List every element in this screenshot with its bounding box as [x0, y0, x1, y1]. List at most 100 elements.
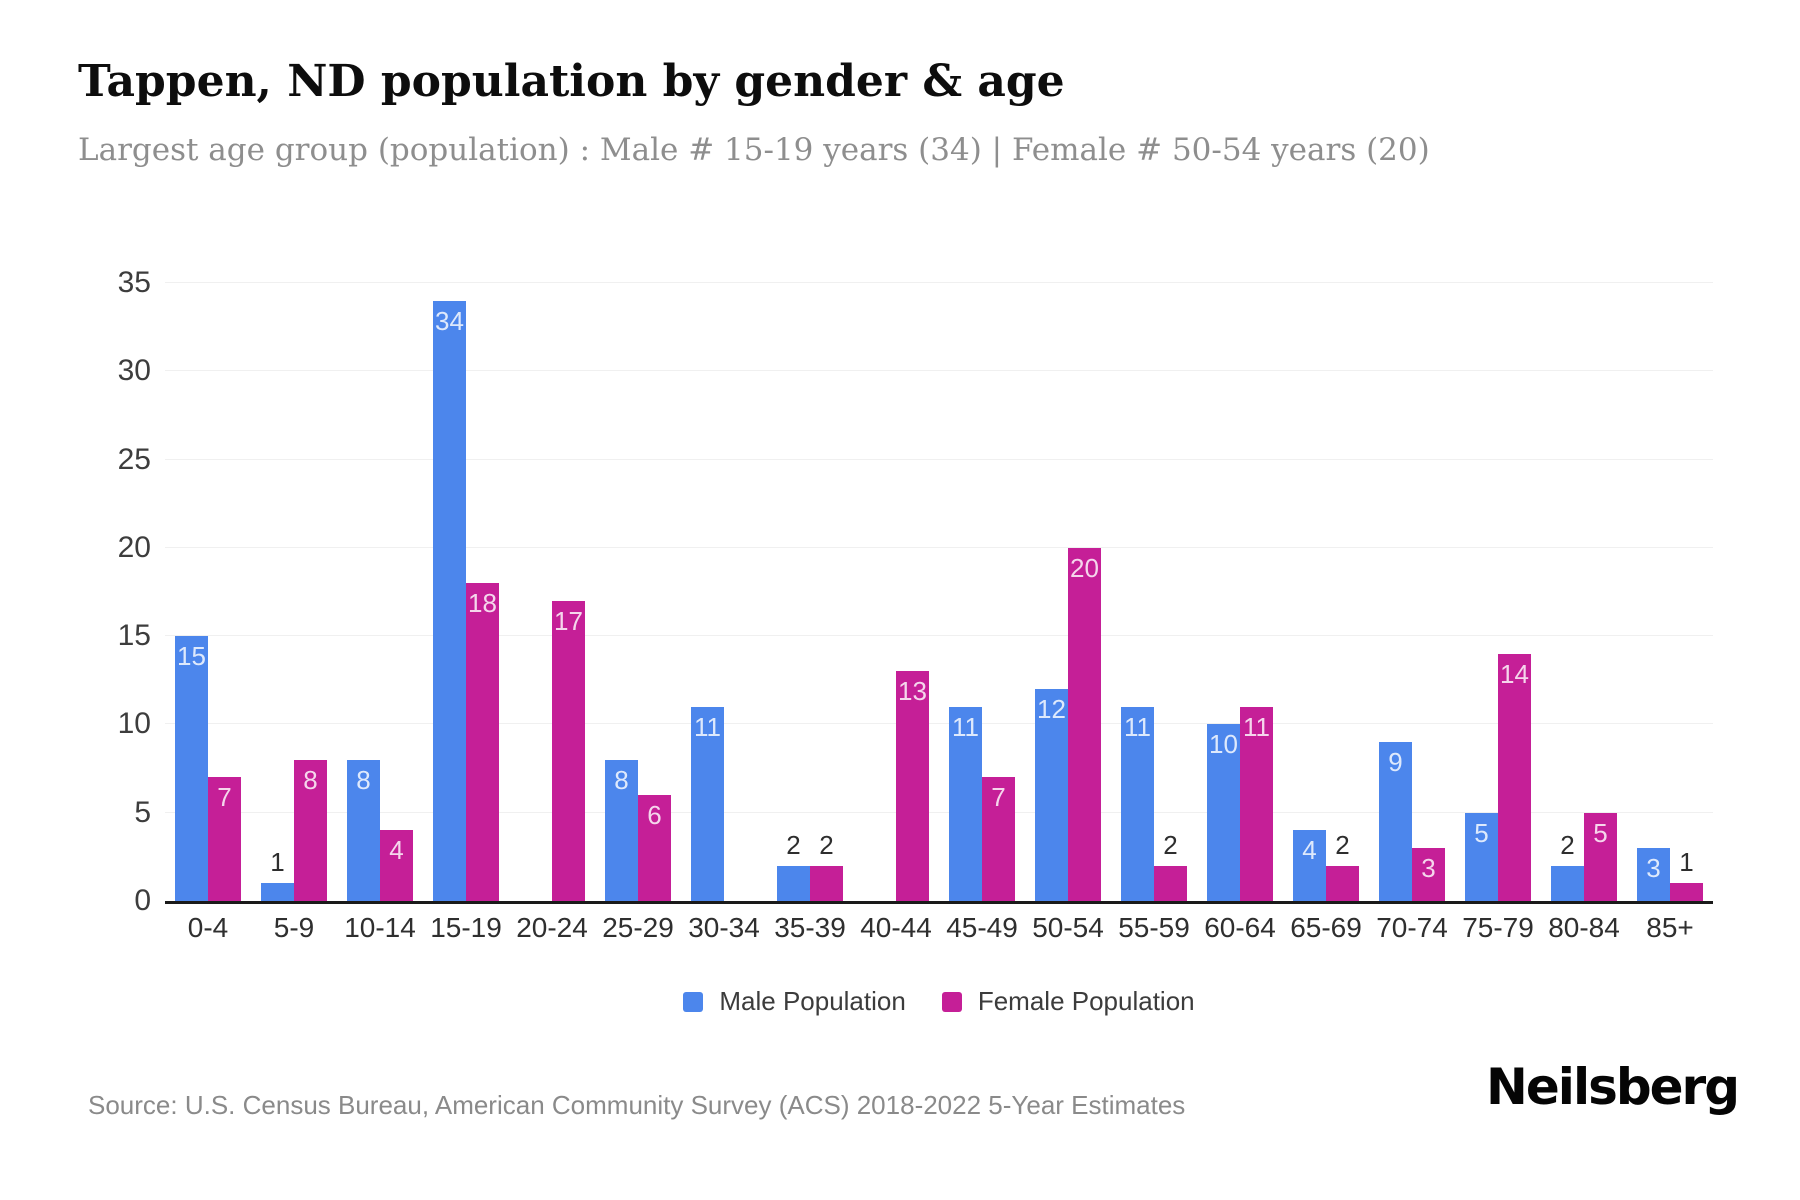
bar-value-label: 7: [217, 782, 232, 813]
x-axis-label: 80-84: [1548, 912, 1620, 943]
bar-value-label: 7: [991, 782, 1006, 813]
bar-value-label: 1: [270, 847, 285, 878]
female-bar-slot: 2: [1154, 283, 1187, 901]
bar-group: 9 3 70-74: [1369, 283, 1455, 943]
x-axis-label: 20-24: [516, 912, 588, 943]
x-axis-label: 75-79: [1462, 912, 1534, 943]
bar-female[interactable]: 14: [1498, 653, 1531, 901]
female-bar-slot: 18: [466, 283, 499, 901]
legend-label: Female Population: [977, 986, 1195, 1016]
bar-female[interactable]: 17: [552, 600, 585, 901]
bar-male[interactable]: 5: [1465, 812, 1498, 901]
bar-female[interactable]: 8: [294, 759, 327, 901]
x-axis-label: 30-34: [688, 912, 760, 943]
bar-male[interactable]: 11: [949, 706, 982, 901]
x-axis-label: 85+: [1646, 912, 1694, 943]
bar-male[interactable]: 15: [175, 636, 208, 901]
bar-female[interactable]: 5: [1584, 812, 1617, 901]
bar-value-label: 5: [1474, 817, 1489, 848]
x-axis-label: 25-29: [602, 912, 674, 943]
bar-female[interactable]: 13: [896, 671, 929, 901]
legend-item[interactable]: Male Population: [683, 986, 906, 1017]
bar-male[interactable]: 12: [1035, 689, 1068, 901]
bar-male[interactable]: 11: [691, 706, 724, 901]
bar-group: 11 2 55-59: [1111, 283, 1197, 943]
x-axis-label: 10-14: [344, 912, 416, 943]
bar-female[interactable]: 7: [982, 777, 1015, 901]
bar-female[interactable]: 3: [1412, 848, 1445, 901]
bar-female[interactable]: 18: [466, 583, 499, 901]
bar-value-label: 11: [1124, 711, 1151, 742]
bar-female[interactable]: 2: [1154, 832, 1187, 901]
bar-male[interactable]: 1: [261, 849, 294, 901]
x-axis-label: 50-54: [1032, 912, 1104, 943]
bar-group: 4 2 65-69: [1283, 283, 1369, 943]
gridline: [165, 370, 1713, 372]
bar-female[interactable]: 1: [1670, 849, 1703, 901]
female-bar-slot: 4: [380, 283, 413, 901]
legend-swatch-icon: [941, 991, 962, 1012]
bar-value-label: 20: [1070, 552, 1099, 583]
bar-male[interactable]: 9: [1379, 742, 1412, 901]
female-bar-slot: 8: [294, 283, 327, 901]
page-title: Tappen, ND population by gender & age: [78, 56, 1065, 107]
plot-area: 0 5 10 15 20 25 30 35 15 7 0-4 1 8 5-9 8 4 10-14 34 18 15-1…: [118, 268, 1713, 943]
female-bar-slot: 17: [552, 283, 585, 901]
male-bar-slot: 5: [1465, 283, 1498, 901]
chart-legend: Male Population Female Population: [165, 986, 1713, 1017]
bar-value-label: 10: [1209, 729, 1238, 760]
bar-value-label: 2: [786, 829, 801, 860]
bar-male[interactable]: 11: [1121, 706, 1154, 901]
legend-label: Male Population: [719, 986, 906, 1016]
bar-value-label: 2: [819, 829, 834, 860]
bar-male[interactable]: 2: [777, 832, 810, 901]
bar-value-label: 1: [1679, 847, 1694, 878]
bar-value-label: 18: [468, 588, 497, 619]
female-bar-slot: 11: [1240, 283, 1273, 901]
female-bar-slot: 1: [1670, 283, 1703, 901]
bar-female[interactable]: 20: [1068, 547, 1101, 901]
bar-female[interactable]: 4: [380, 830, 413, 901]
x-axis-label: 55-59: [1118, 912, 1190, 943]
y-axis-label: 20: [117, 530, 151, 564]
male-bar-slot: [863, 283, 896, 901]
male-bar-slot: 34: [433, 283, 466, 901]
female-bar-slot: 20: [1068, 283, 1101, 901]
bar-group: 11 30-34: [681, 283, 767, 943]
bar-group: 34 18 15-19: [423, 283, 509, 943]
bar-group: 8 4 10-14: [337, 283, 423, 943]
source-text: Source: U.S. Census Bureau, American Com…: [88, 1090, 1186, 1120]
female-bar-slot: 3: [1412, 283, 1445, 901]
male-bar-slot: 2: [777, 283, 810, 901]
bar-group: 12 20 50-54: [1025, 283, 1111, 943]
legend-swatch-icon: [683, 991, 704, 1012]
bar-male[interactable]: 10: [1207, 724, 1240, 901]
bar-female[interactable]: 2: [1326, 832, 1359, 901]
bar-male[interactable]: 2: [1551, 832, 1584, 901]
bar-male[interactable]: 34: [433, 300, 466, 901]
male-bar-slot: 15: [175, 283, 208, 901]
male-bar-slot: 1: [261, 283, 294, 901]
bar-value-label: 8: [303, 764, 318, 795]
bar-female[interactable]: 6: [638, 795, 671, 901]
bar-value-label: 9: [1388, 747, 1403, 778]
bar-value-label: 2: [1560, 829, 1575, 860]
x-axis-label: 45-49: [946, 912, 1018, 943]
bar-group: 15 7 0-4: [165, 283, 251, 943]
bar-female[interactable]: 11: [1240, 706, 1273, 901]
bar-group: 1 8 5-9: [251, 283, 337, 943]
bar-value-label: 3: [1646, 853, 1661, 884]
female-bar-slot: 13: [896, 283, 929, 901]
bar-male[interactable]: 8: [347, 759, 380, 901]
legend-item[interactable]: Female Population: [941, 986, 1195, 1017]
bar-female[interactable]: 2: [810, 832, 843, 901]
bar-group: 2 5 80-84: [1541, 283, 1627, 943]
male-bar-slot: 11: [691, 283, 724, 901]
bar-groups: 15 7 0-4 1 8 5-9 8 4 10-14 34 18 15-19 17 20-24 8 6 25-2…: [165, 283, 1713, 943]
bar-male[interactable]: 8: [605, 759, 638, 901]
female-bar-slot: [724, 283, 757, 901]
bar-male[interactable]: 3: [1637, 848, 1670, 901]
bar-male[interactable]: 4: [1293, 830, 1326, 901]
neilsberg-logo: Neilsberg: [1486, 1058, 1740, 1116]
bar-female[interactable]: 7: [208, 777, 241, 901]
